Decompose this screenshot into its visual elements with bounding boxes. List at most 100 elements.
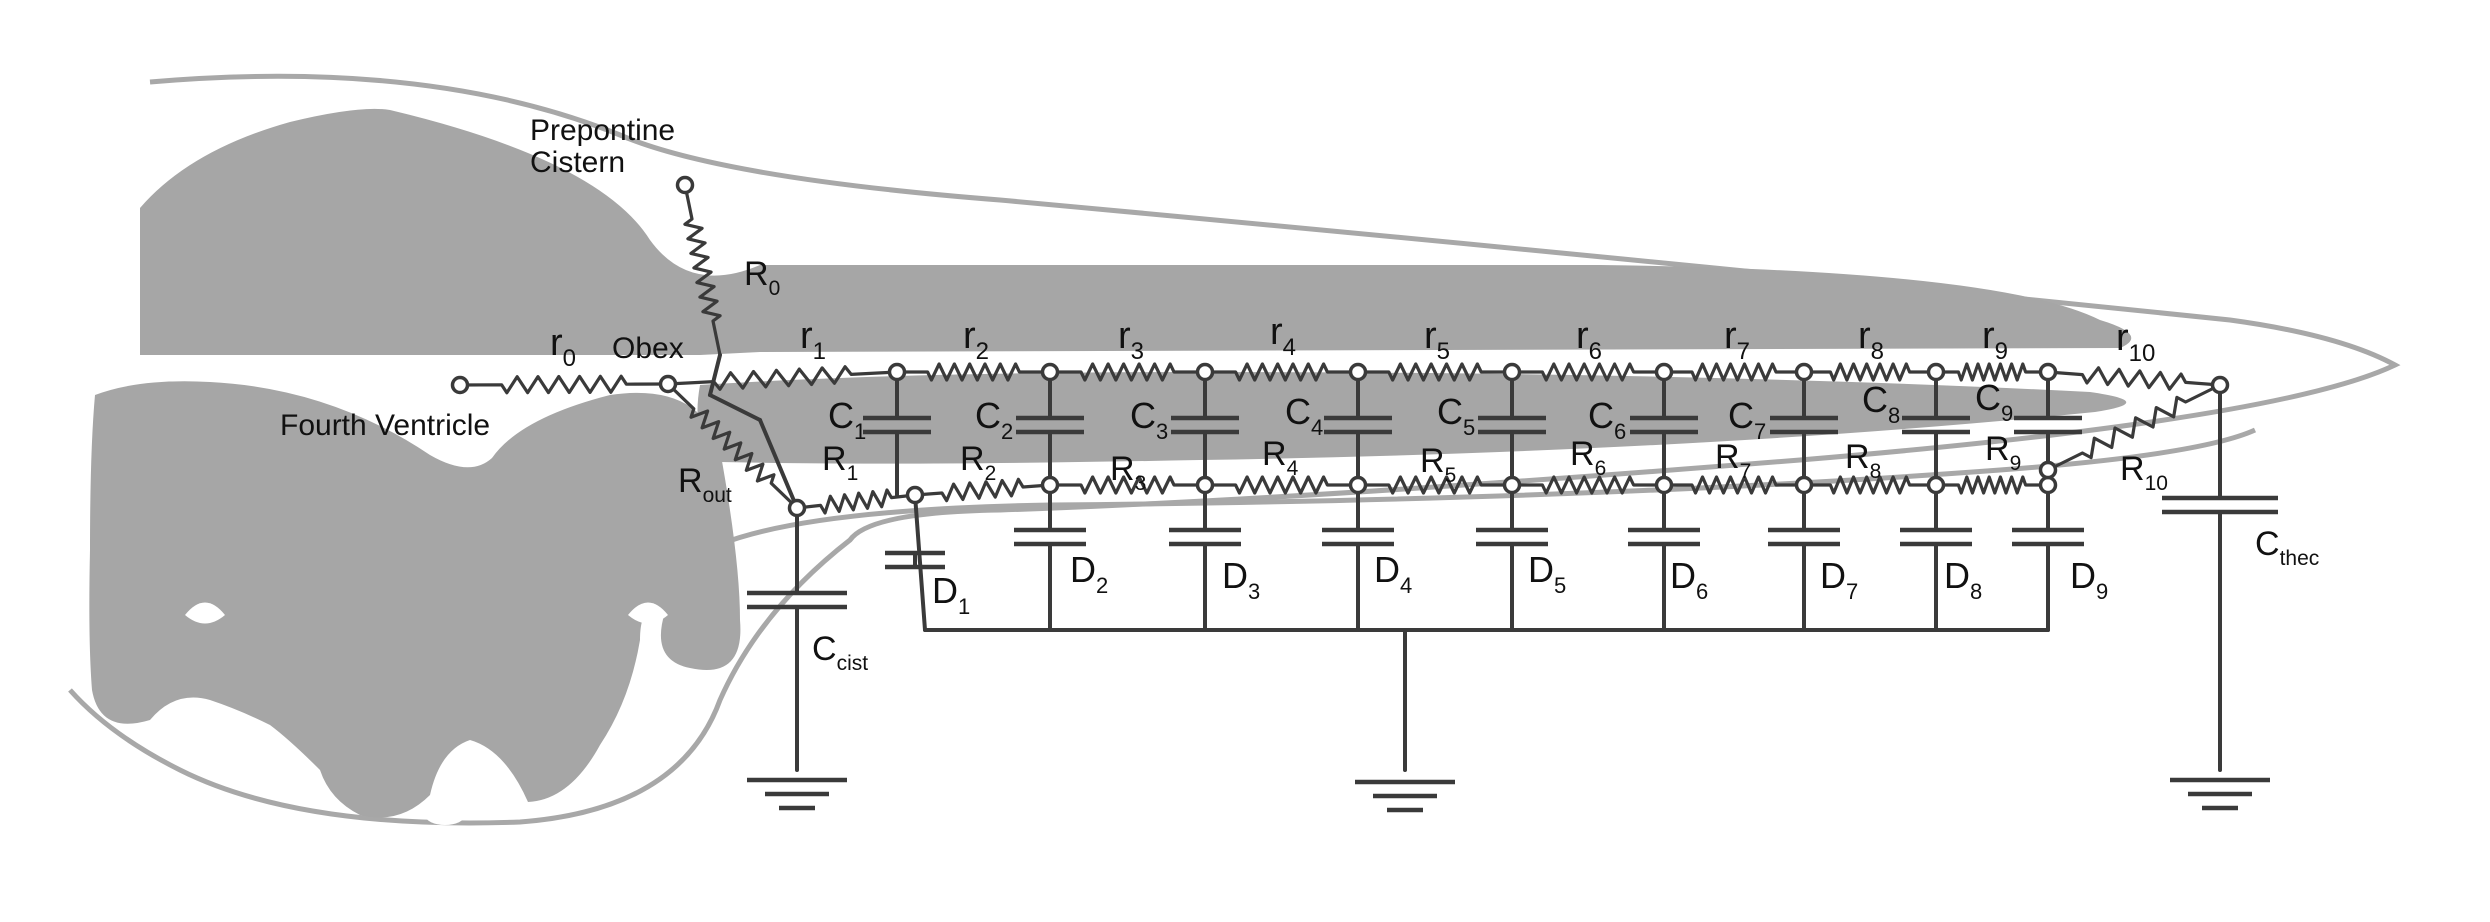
label-r0-subscript: 0	[563, 345, 576, 372]
upper-node-3	[1195, 362, 1215, 382]
resistor-R0	[683, 184, 722, 356]
label-r9-base: r	[1982, 315, 1995, 357]
label-Rout-subscript: out	[703, 484, 732, 507]
label-r4: r4	[1270, 311, 1296, 361]
label-D8-subscript: 8	[1970, 579, 1982, 604]
lower-node-9	[2038, 475, 2058, 495]
ground-main	[1355, 779, 1455, 813]
upper-node-4	[1348, 362, 1368, 382]
label-Cthec-base: C	[2255, 525, 2280, 563]
label-R10-subscript: 10	[2145, 472, 2168, 495]
label-r8-base: r	[1858, 315, 1871, 357]
label-D3-base: D	[1222, 555, 1248, 596]
label-D7: D7	[1820, 555, 1858, 604]
label-r1: r1	[800, 315, 826, 365]
upper-node-2	[1040, 362, 1060, 382]
label-D8-base: D	[1944, 555, 1970, 596]
thecal-node	[2210, 375, 2230, 395]
label-D9: D9	[2070, 555, 2108, 604]
label-R7-subscript: 7	[1740, 460, 1752, 483]
label-r0-base: r	[550, 322, 563, 364]
label-r8-subscript: 8	[1871, 338, 1884, 365]
label-r5: r5	[1424, 315, 1450, 365]
label-D6-base: D	[1670, 555, 1696, 596]
cerebellum-fold-right	[628, 602, 668, 624]
spinal-cord-tissue	[697, 372, 2127, 464]
label-D4: D4	[1374, 549, 1412, 598]
capacitor-C8	[1902, 370, 1970, 487]
label-r1-subscript: 1	[813, 338, 826, 365]
label-C4: C4	[1285, 391, 1323, 440]
label-prepontine-line2: Cistern	[530, 146, 625, 179]
label-D7-subscript: 7	[1846, 579, 1858, 604]
subarachnoid-inner-outline	[688, 427, 2257, 563]
label-Cthec: Cthec	[2255, 525, 2319, 570]
resistor-R3	[1050, 475, 1205, 495]
upper-node-5	[1502, 362, 1522, 382]
label-Ccist: Ccist	[812, 630, 868, 675]
resistor-R7	[1664, 475, 1804, 495]
cerebellum-fold-left	[185, 602, 225, 624]
label-R2-subscript: 2	[985, 462, 997, 485]
label-D6-subscript: 6	[1696, 579, 1708, 604]
label-C4-subscript: 4	[1311, 415, 1323, 440]
resistor-R9	[1936, 475, 2048, 495]
resistor-R6	[1512, 475, 1664, 495]
upper-node-6	[1654, 362, 1674, 382]
label-prepontine-line1: Prepontine	[530, 114, 675, 147]
wire-R0-loop	[708, 393, 762, 422]
label-r6-base: r	[1576, 315, 1589, 357]
label-R5: R5	[1420, 442, 1456, 487]
label-D5: D5	[1528, 549, 1566, 598]
label-D5-base: D	[1528, 549, 1554, 590]
resistor-r9	[1936, 362, 2048, 382]
label-D4-subscript: 4	[1400, 573, 1412, 598]
prepontine-cistern-node	[675, 175, 695, 195]
label-r4-subscript: 4	[1283, 334, 1296, 361]
resistor-r0	[459, 374, 669, 395]
label-R6-subscript: 6	[1595, 457, 1607, 480]
label-r10: r10	[2116, 317, 2155, 367]
upper-node-8	[1926, 362, 1946, 382]
label-r5-base: r	[1424, 315, 1437, 357]
label-C3: C3	[1130, 395, 1168, 444]
label-R8: R8	[1845, 438, 1881, 483]
label-R4-base: R	[1262, 435, 1287, 473]
cerebellum-tissue	[89, 381, 741, 818]
label-R1: R1	[822, 440, 858, 485]
label-C7-base: C	[1728, 395, 1754, 436]
label-r2-subscript: 2	[976, 338, 989, 365]
label-R2: R2	[960, 440, 996, 485]
resistor-R2	[914, 477, 1051, 503]
upper-node-7	[1794, 362, 1814, 382]
capacitor-Cthec	[2162, 383, 2278, 772]
label-R9-base: R	[1985, 430, 2010, 468]
label-C2: C2	[975, 395, 1013, 444]
lower-node-4	[1348, 475, 1368, 495]
label-C1: C1	[828, 395, 866, 444]
wire-R0-lower	[758, 418, 799, 510]
cisterna-node	[787, 498, 807, 518]
label-r10-base: r	[2116, 317, 2129, 359]
label-C8: C8	[1862, 379, 1900, 428]
label-R9: R9	[1985, 430, 2021, 475]
label-C3-subscript: 3	[1156, 419, 1168, 444]
label-D2-base: D	[1070, 549, 1096, 590]
label-D9-base: D	[2070, 555, 2096, 596]
label-D7-base: D	[1820, 555, 1846, 596]
label-r6: r6	[1576, 315, 1602, 365]
lower-node-6	[1654, 475, 1674, 495]
label-C9-subscript: 9	[2001, 401, 2013, 426]
label-R10-base: R	[2120, 450, 2145, 488]
label-C6-subscript: 6	[1614, 419, 1626, 444]
label-C7: C7	[1728, 395, 1766, 444]
capacitor-D1	[885, 550, 945, 570]
capacitor-D2	[1014, 483, 1086, 632]
label-r3-subscript: 3	[1131, 338, 1144, 365]
label-D2: D2	[1070, 549, 1108, 598]
label-D8: D8	[1944, 555, 1982, 604]
resistor-r10	[2047, 366, 2221, 391]
label-C6-base: C	[1588, 395, 1614, 436]
resistor-R8	[1804, 475, 1936, 495]
label-R0-subscript: 0	[769, 277, 781, 300]
